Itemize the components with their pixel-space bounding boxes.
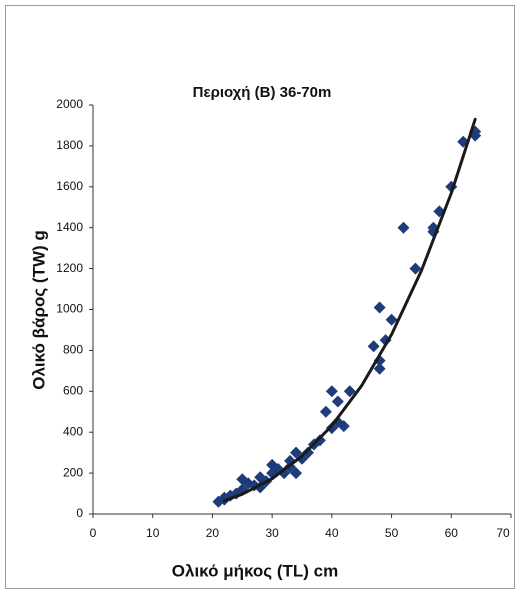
data-point: [343, 385, 356, 398]
y-tick-label: 600: [63, 383, 83, 397]
data-point: [373, 301, 386, 314]
x-axis-label: Ολικό μήκος (TL) cm: [172, 561, 338, 580]
y-tick-label: 800: [63, 343, 83, 357]
y-tick-label: 1000: [56, 302, 83, 316]
data-point: [373, 362, 386, 375]
data-point: [397, 221, 410, 234]
data-point: [290, 446, 303, 459]
data-point: [367, 340, 380, 353]
y-tick-label: 1600: [56, 179, 83, 193]
data-point: [337, 420, 350, 433]
x-tick-label: 70: [496, 526, 510, 540]
data-point: [409, 262, 422, 275]
x-tick-label: 30: [265, 526, 279, 540]
y-axis-label: Ολικό βάρος (TW) g: [29, 230, 48, 390]
data-point: [325, 422, 338, 435]
y-tick-label: 200: [63, 465, 83, 479]
data-point: [385, 313, 398, 326]
x-tick-label: 10: [146, 526, 160, 540]
chart-title: Περιοχή (Β) 36-70m: [193, 84, 332, 101]
y-tick-label: 400: [63, 424, 83, 438]
y-tick-label: 1800: [56, 138, 83, 152]
data-point: [319, 405, 332, 418]
data-point: [325, 385, 338, 398]
x-tick-label: 40: [325, 526, 339, 540]
trend-line: [222, 117, 477, 503]
chart-frame: [5, 5, 515, 589]
y-tick-label: 1400: [56, 220, 83, 234]
x-tick-label: 0: [90, 526, 97, 540]
y-tick-label: 2000: [56, 97, 83, 111]
data-point: [290, 467, 303, 480]
data-point: [331, 395, 344, 408]
y-tick-label: 1200: [56, 261, 83, 275]
data-point: [301, 446, 314, 459]
x-tick-label: 60: [445, 526, 459, 540]
data-point: [313, 434, 326, 447]
y-tick-label: 0: [76, 506, 83, 520]
x-tick-label: 20: [206, 526, 220, 540]
x-tick-label: 50: [385, 526, 399, 540]
data-point: [296, 452, 308, 465]
